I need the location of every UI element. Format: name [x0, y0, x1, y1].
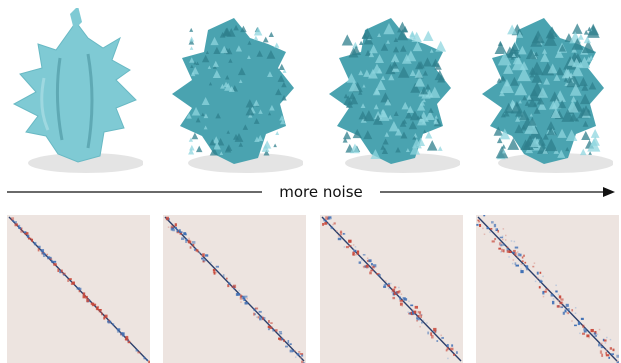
matrix-3-plot [320, 215, 463, 363]
matrix-3 [320, 215, 463, 363]
matrix-2 [163, 215, 306, 363]
shape-noisy-1 [168, 8, 303, 178]
matrix-4 [476, 215, 619, 363]
matrix-1-plot [7, 215, 150, 363]
shape-smooth [8, 8, 143, 178]
arrow-label: more noise [262, 183, 380, 201]
matrix-4-plot [476, 215, 619, 363]
shape-noisy-2 [325, 8, 460, 178]
shape-noisy-3 [478, 8, 613, 178]
shapes-row [0, 0, 621, 180]
shape-noisy-1-drawing [172, 18, 303, 173]
shape-noisy-2-drawing [329, 18, 460, 173]
shape-smooth-drawing [12, 8, 143, 173]
shape-noisy-3-drawing [482, 18, 613, 173]
matrix-2-plot [163, 215, 306, 363]
matrix-1 [7, 215, 150, 363]
